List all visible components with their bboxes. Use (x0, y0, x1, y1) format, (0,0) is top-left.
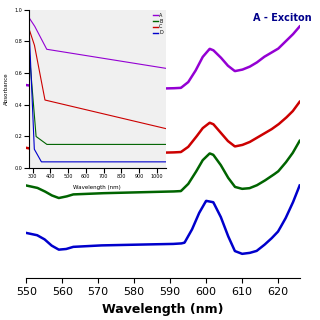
X-axis label: Wavelength (nm): Wavelength (nm) (102, 303, 224, 316)
Text: B - Exciton: B - Exciton (87, 52, 146, 62)
Text: A - Exciton: A - Exciton (253, 13, 311, 23)
